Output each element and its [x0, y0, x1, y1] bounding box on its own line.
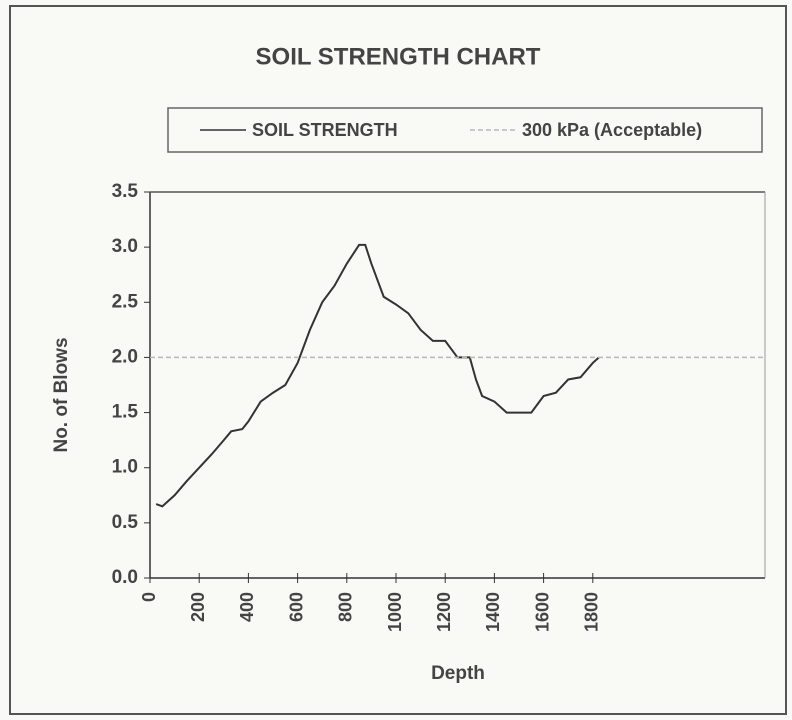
y-tick-label: 0.0: [112, 567, 138, 588]
x-tick-label: 800: [336, 592, 356, 622]
y-tick-label: 3.0: [112, 236, 138, 257]
y-tick-label: 2.0: [112, 346, 138, 367]
x-tick-label: 0: [139, 592, 159, 602]
x-tick-label: 200: [188, 592, 208, 622]
chart-title: SOIL STRENGTH CHART: [256, 43, 541, 70]
x-tick-label: 1000: [385, 592, 405, 632]
legend-box: [167, 107, 763, 153]
legend-label: 300 kPa (Acceptable): [522, 120, 702, 140]
y-tick-label: 1.0: [112, 457, 138, 478]
legend-label: SOIL STRENGTH: [252, 120, 398, 140]
x-tick-label: 400: [237, 592, 257, 622]
frame: [9, 5, 787, 715]
y-tick-label: 2.5: [112, 291, 139, 312]
x-tick-label: 1200: [434, 592, 454, 632]
x-tick-label: 1800: [582, 592, 602, 632]
x-tick-label: 1600: [532, 592, 552, 632]
x-tick-label: 600: [286, 592, 306, 622]
y-tick-label: 0.5: [112, 512, 139, 533]
x-axis-label: Depth: [431, 663, 485, 684]
y-tick-label: 1.5: [112, 402, 139, 423]
y-tick-label: 3.5: [112, 181, 139, 202]
y-axis-label: No. of Blows: [51, 337, 72, 452]
data-line: [155, 243, 600, 508]
x-tick-label: 1400: [483, 592, 503, 632]
